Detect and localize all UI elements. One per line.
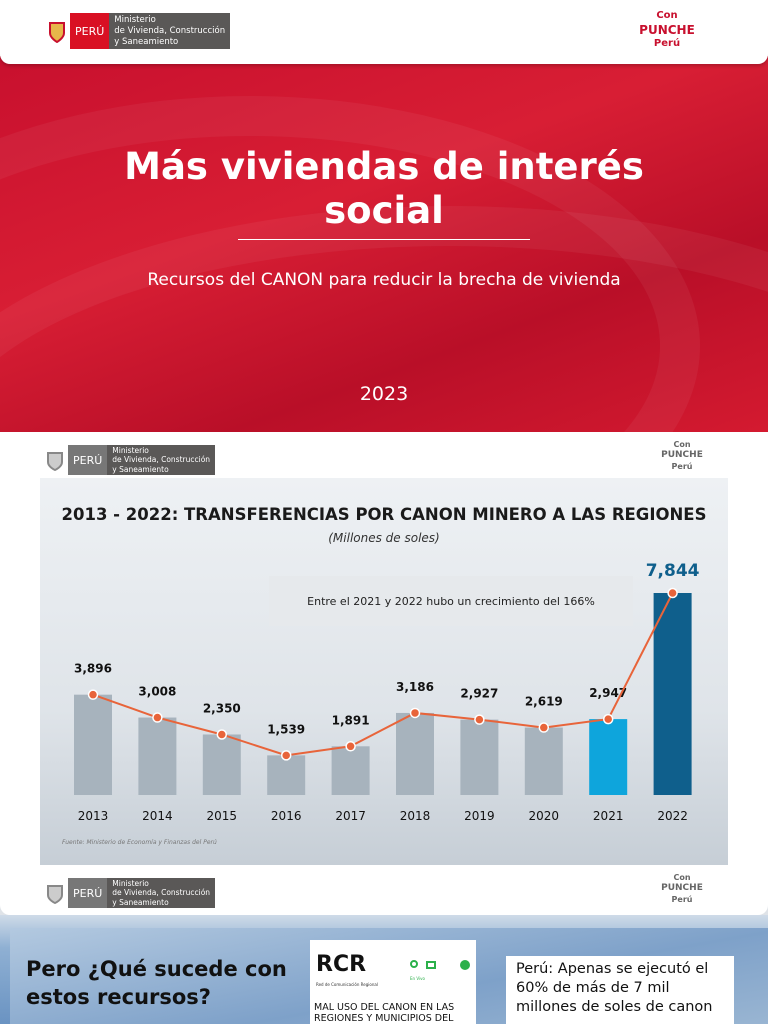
trend-point-2020 bbox=[538, 722, 550, 733]
con-punche-peru-logo: Con PUNCHE Perú bbox=[661, 440, 703, 471]
menu-icon[interactable] bbox=[460, 960, 470, 970]
data-label-2015: 2,350 bbox=[203, 701, 241, 715]
coat-of-arms-icon bbox=[44, 13, 70, 49]
x-tick-2016: 2016 bbox=[271, 809, 302, 823]
trend-point-2016 bbox=[280, 750, 292, 761]
bar-2016 bbox=[267, 755, 306, 795]
news-card-rcr: RCR Red de Comunicación Regional En Vivo… bbox=[310, 940, 476, 1024]
ministry-logo: PERÚ Ministerio de Vivienda, Construcció… bbox=[42, 445, 216, 475]
trend-point-2013 bbox=[87, 689, 99, 700]
trend-point-2014 bbox=[152, 712, 163, 723]
data-label-2018: 3,186 bbox=[396, 680, 434, 694]
slide-subtitle: Recursos del CANON para reducir la brech… bbox=[147, 270, 621, 290]
annotation-text: Entre el 2021 y 2022 hubo un crecimiento… bbox=[307, 595, 595, 608]
bar-2018 bbox=[396, 712, 434, 795]
rcr-logo: RCR bbox=[316, 952, 367, 977]
x-tick-2015: 2015 bbox=[207, 809, 238, 823]
trend-point-2015 bbox=[216, 729, 228, 740]
ministry-country: PERÚ bbox=[70, 13, 110, 49]
tv-icon bbox=[426, 961, 436, 969]
slide-header: PERÚ Ministerio de Vivienda, Construcció… bbox=[0, 0, 768, 64]
trend-point-2019 bbox=[474, 714, 485, 725]
chart-source: Fuente: Ministerio de Economía y Finanza… bbox=[62, 839, 217, 846]
trend-point-2018 bbox=[409, 707, 421, 719]
coat-of-arms-icon bbox=[42, 878, 68, 908]
coat-of-arms-icon bbox=[42, 445, 68, 475]
x-tick-2021: 2021 bbox=[593, 809, 624, 823]
bar-2015 bbox=[202, 734, 241, 795]
data-label-2016: 1,539 bbox=[267, 722, 305, 736]
chart-panel bbox=[40, 478, 728, 865]
ministry-logo-footer: PERÚ Ministerio de Vivienda, Construcció… bbox=[42, 878, 216, 908]
slide-3-heading: Pero ¿Qué sucede con estos recursos? bbox=[26, 957, 287, 1009]
data-label-2014: 3,008 bbox=[138, 685, 176, 699]
x-tick-2014: 2014 bbox=[142, 809, 173, 823]
con-punche-peru-logo: Con PUNCHE Perú bbox=[639, 10, 695, 49]
bar-2019 bbox=[460, 719, 499, 795]
bar-2014 bbox=[138, 717, 177, 795]
chart-title: 2013 - 2022: TRANSFERENCIAS POR CANON MI… bbox=[62, 505, 707, 524]
annotation-box bbox=[269, 576, 633, 626]
x-tick-2022: 2022 bbox=[657, 809, 688, 823]
data-label-2022: 7,844 bbox=[646, 561, 700, 581]
data-label-2021: 2,947 bbox=[589, 686, 627, 700]
con-punche-peru-logo-footer: Con PUNCHE Perú bbox=[661, 873, 703, 904]
rcr-headline: MAL USO DEL CANON EN LAS REGIONES Y MUNI… bbox=[314, 1002, 455, 1024]
chart-subtitle: (Millones de soles) bbox=[328, 531, 440, 545]
bar-2021 bbox=[589, 719, 628, 795]
trend-point-2021 bbox=[602, 713, 614, 725]
bar-2017 bbox=[331, 746, 370, 795]
slide-year: 2023 bbox=[359, 383, 409, 405]
ministry-logo: PERÚ Ministerio de Vivienda, Construcció… bbox=[44, 13, 231, 49]
radio-icon bbox=[410, 960, 418, 968]
data-label-2013: 3,896 bbox=[74, 662, 112, 676]
x-tick-2019: 2019 bbox=[464, 809, 495, 823]
bar-2020 bbox=[524, 727, 563, 795]
bar-2013 bbox=[74, 694, 112, 795]
data-label-2019: 2,927 bbox=[460, 687, 498, 701]
news-card-headline: Perú: Apenas se ejecutó el 60% de más de… bbox=[506, 956, 734, 1024]
trend-line bbox=[92, 592, 674, 757]
data-label-2020: 2,619 bbox=[525, 695, 563, 709]
trend-point-2017 bbox=[345, 741, 356, 752]
trend-point-2022 bbox=[667, 587, 678, 599]
slide-title: Más viviendas de interés social bbox=[124, 145, 644, 232]
x-tick-2017: 2017 bbox=[335, 809, 366, 823]
title-slide-background bbox=[0, 56, 768, 432]
bar-2022 bbox=[653, 593, 692, 795]
ministry-name: Ministerio de Vivienda, Construcción y S… bbox=[109, 13, 231, 49]
x-tick-2020: 2020 bbox=[529, 809, 560, 823]
x-tick-2018: 2018 bbox=[400, 809, 431, 823]
x-tick-2013: 2013 bbox=[78, 809, 109, 823]
title-divider bbox=[238, 239, 530, 240]
data-label-2017: 1,891 bbox=[332, 713, 370, 727]
